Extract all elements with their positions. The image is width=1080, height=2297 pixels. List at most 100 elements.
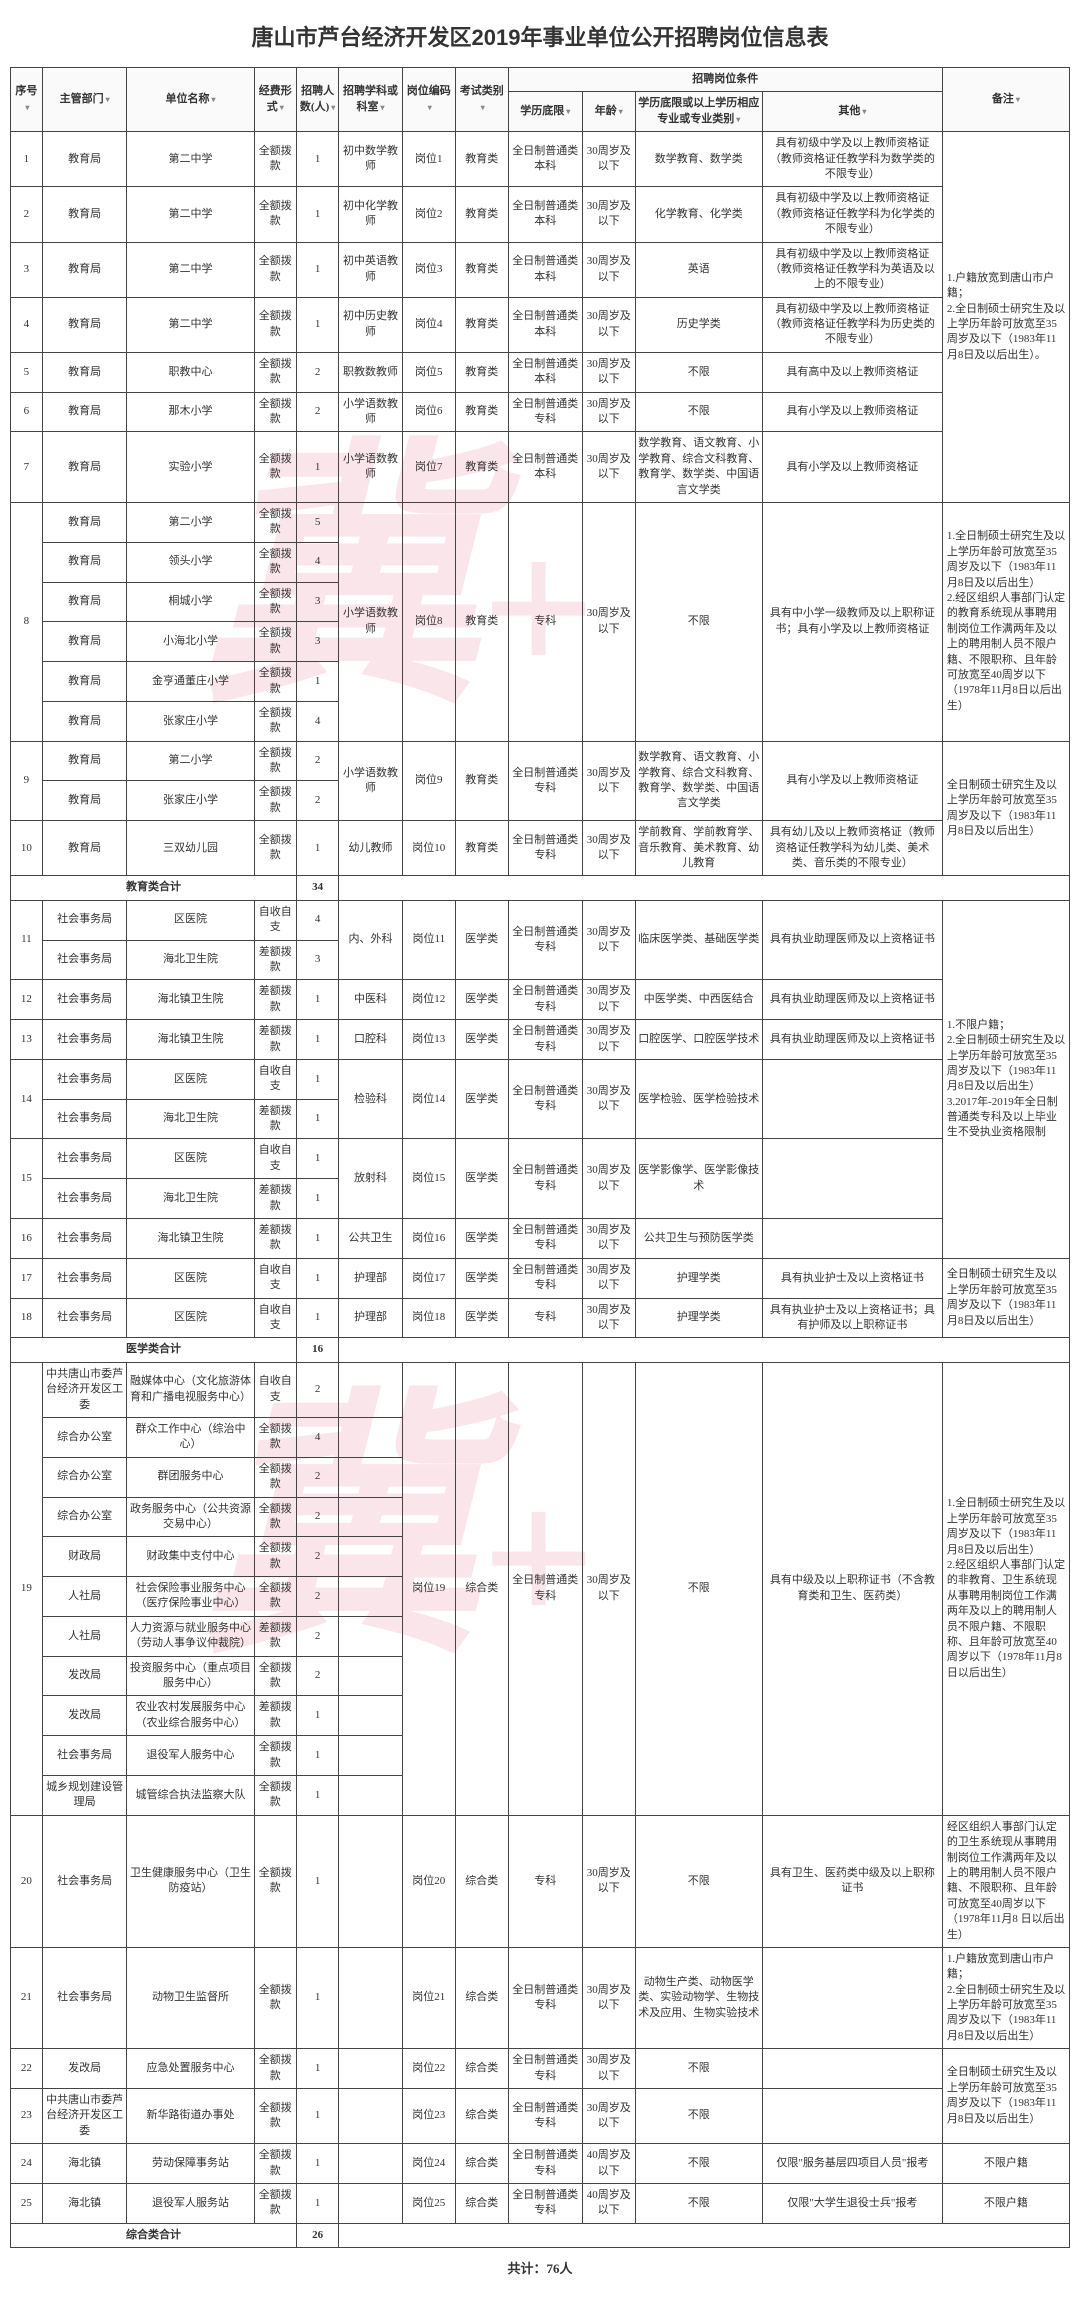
cell: 全日制普通类专科 bbox=[508, 2144, 582, 2184]
cell: 全额拨款 bbox=[254, 2049, 296, 2089]
th-subject[interactable]: 招聘学科或科室 bbox=[339, 68, 403, 132]
cell: 社会事务局 bbox=[42, 1947, 127, 2048]
cell: 区医院 bbox=[127, 1059, 254, 1099]
table-row: 14社会事务局区医院自收自支1检验科岗位14医学类全日制普通类专科30周岁及以下… bbox=[11, 1059, 1070, 1099]
cell: 医学类 bbox=[455, 1298, 508, 1338]
cell: 教育局 bbox=[42, 701, 127, 741]
cell: 全额拨款 bbox=[254, 1417, 296, 1457]
th-remark[interactable]: 备注 bbox=[942, 68, 1069, 132]
remark-cell: 全日制硕士研究生及以上学历年龄可放宽至35周岁及以下（1983年11月8日及以后… bbox=[942, 2049, 1069, 2144]
table-row: 1教育局第二中学全额拨款1初中数学教师岗位1教育类全日制普通类本科30周岁及以下… bbox=[11, 132, 1070, 187]
cell: 具有初级中学及以上教师资格证（教师资格证任教学科为化学类的不限专业） bbox=[762, 187, 942, 242]
cell: 1 bbox=[296, 980, 338, 1020]
cell: 1 bbox=[296, 432, 338, 503]
cell: 1 bbox=[296, 1020, 338, 1060]
cell bbox=[339, 1497, 403, 1537]
cell: 海北卫生院 bbox=[127, 1099, 254, 1139]
cell: 全日制普通类本科 bbox=[508, 432, 582, 503]
cell: 全额拨款 bbox=[254, 297, 296, 352]
cell: 具有小学及以上教师资格证 bbox=[762, 432, 942, 503]
grand-total: 共计：76人 bbox=[10, 2248, 1070, 2287]
cell bbox=[339, 1577, 403, 1617]
cell bbox=[762, 2049, 942, 2089]
cell: 1 bbox=[296, 297, 338, 352]
th-edu[interactable]: 学历底限 bbox=[508, 92, 582, 132]
th-age[interactable]: 年龄 bbox=[582, 92, 635, 132]
cell: 全额拨款 bbox=[254, 582, 296, 622]
cell: 中共唐山市委芦台经济开发区工委 bbox=[42, 2089, 127, 2144]
cell: 具有执业助理医师及以上资格证书 bbox=[762, 1020, 942, 1060]
cell: 公共卫生与预防医学类 bbox=[635, 1219, 762, 1259]
cell bbox=[339, 1696, 403, 1736]
cell: 教育类 bbox=[455, 432, 508, 503]
cell: 化学教育、化学类 bbox=[635, 187, 762, 242]
th-count[interactable]: 招聘人数(人) bbox=[296, 68, 338, 132]
cell: 群众工作中心（综治中心） bbox=[127, 1417, 254, 1457]
cell: 教育类 bbox=[455, 132, 508, 187]
cell: 医学类 bbox=[455, 1258, 508, 1298]
cell: 18 bbox=[11, 1298, 43, 1338]
cell: 5 bbox=[11, 352, 43, 392]
cell: 1 bbox=[296, 2049, 338, 2089]
cell: 全日制普通类专科 bbox=[508, 1020, 582, 1060]
cell: 岗位25 bbox=[402, 2183, 455, 2223]
table-row: 10教育局三双幼儿园全额拨款1幼儿教师岗位10教育类全日制普通类专科30周岁及以… bbox=[11, 821, 1070, 876]
cell: 全额拨款 bbox=[254, 1775, 296, 1815]
cell: 1 bbox=[296, 1298, 338, 1338]
cell: 1 bbox=[296, 1696, 338, 1736]
remark-cell: 1.全日制硕士研究生及以上学历年龄可放宽至35周岁及以下（1983年11月8日及… bbox=[942, 502, 1069, 741]
cell: 1 bbox=[296, 1947, 338, 2048]
cell: 张家庄小学 bbox=[127, 781, 254, 821]
cell: 差额拨款 bbox=[254, 1616, 296, 1656]
cell: 教育局 bbox=[42, 622, 127, 662]
cell: 17 bbox=[11, 1258, 43, 1298]
cell: 领头小学 bbox=[127, 542, 254, 582]
table-row: 8教育局第二小学全额拨款5小学语数教师岗位8教育类专科30周岁及以下不限具有中小… bbox=[11, 502, 1070, 542]
cell: 全日制普通类专科 bbox=[508, 1258, 582, 1298]
cell: 英语 bbox=[635, 242, 762, 297]
cell: 全额拨款 bbox=[254, 392, 296, 432]
th-fund[interactable]: 经费形式 bbox=[254, 68, 296, 132]
cell: 全额拨款 bbox=[254, 1656, 296, 1696]
cell: 16 bbox=[11, 1219, 43, 1259]
th-exam[interactable]: 考试类别 bbox=[455, 68, 508, 132]
cell: 1 bbox=[296, 1219, 338, 1259]
cell: 综合办公室 bbox=[42, 1497, 127, 1537]
cell: 社会事务局 bbox=[42, 900, 127, 940]
cell: 30周岁及以下 bbox=[582, 1947, 635, 2048]
subtotal-row: 综合类合计26 bbox=[11, 2223, 1070, 2247]
cell: 岗位7 bbox=[402, 432, 455, 503]
cell: 30周岁及以下 bbox=[582, 2049, 635, 2089]
cell: 学前教育、学前教育学、音乐教育、美术教育、幼儿教育 bbox=[635, 821, 762, 876]
cell: 全额拨款 bbox=[254, 1736, 296, 1776]
cell: 海北镇卫生院 bbox=[127, 980, 254, 1020]
cell: 5 bbox=[296, 502, 338, 542]
cell bbox=[339, 1947, 403, 2048]
cell: 不限 bbox=[635, 1815, 762, 1947]
cell: 8 bbox=[11, 502, 43, 741]
cell: 初中历史教师 bbox=[339, 297, 403, 352]
cell: 30周岁及以下 bbox=[582, 1258, 635, 1298]
table-row: 7教育局实验小学全额拨款1小学语数教师岗位7教育类全日制普通类本科30周岁及以下… bbox=[11, 432, 1070, 503]
th-dept[interactable]: 主管部门 bbox=[42, 68, 127, 132]
cell: 城管综合执法监察大队 bbox=[127, 1775, 254, 1815]
cell: 全额拨款 bbox=[254, 1497, 296, 1537]
cell: 第二中学 bbox=[127, 242, 254, 297]
cell: 2 bbox=[296, 741, 338, 781]
th-other[interactable]: 其他 bbox=[762, 92, 942, 132]
cell: 具有执业护士及以上资格证书 bbox=[762, 1258, 942, 1298]
cell: 不限 bbox=[635, 2144, 762, 2184]
cell: 自收自支 bbox=[254, 900, 296, 940]
th-major[interactable]: 学历底限或以上学历相应专业或专业类别 bbox=[635, 92, 762, 132]
th-code[interactable]: 岗位编码 bbox=[402, 68, 455, 132]
cell: 1 bbox=[296, 1139, 338, 1179]
cell: 融媒体中心（文化旅游体育和广播电视服务中心） bbox=[127, 1362, 254, 1417]
cell: 30周岁及以下 bbox=[582, 392, 635, 432]
table-row: 25海北镇退役军人服务站全额拨款1岗位25综合类全日制普通类专科40周岁及以下不… bbox=[11, 2183, 1070, 2223]
cell: 退役军人服务中心 bbox=[127, 1736, 254, 1776]
cell: 教育局 bbox=[42, 821, 127, 876]
cell: 综合类 bbox=[455, 2183, 508, 2223]
th-seq[interactable]: 序号 bbox=[11, 68, 43, 132]
th-unit[interactable]: 单位名称 bbox=[127, 68, 254, 132]
cell: 1 bbox=[296, 662, 338, 702]
